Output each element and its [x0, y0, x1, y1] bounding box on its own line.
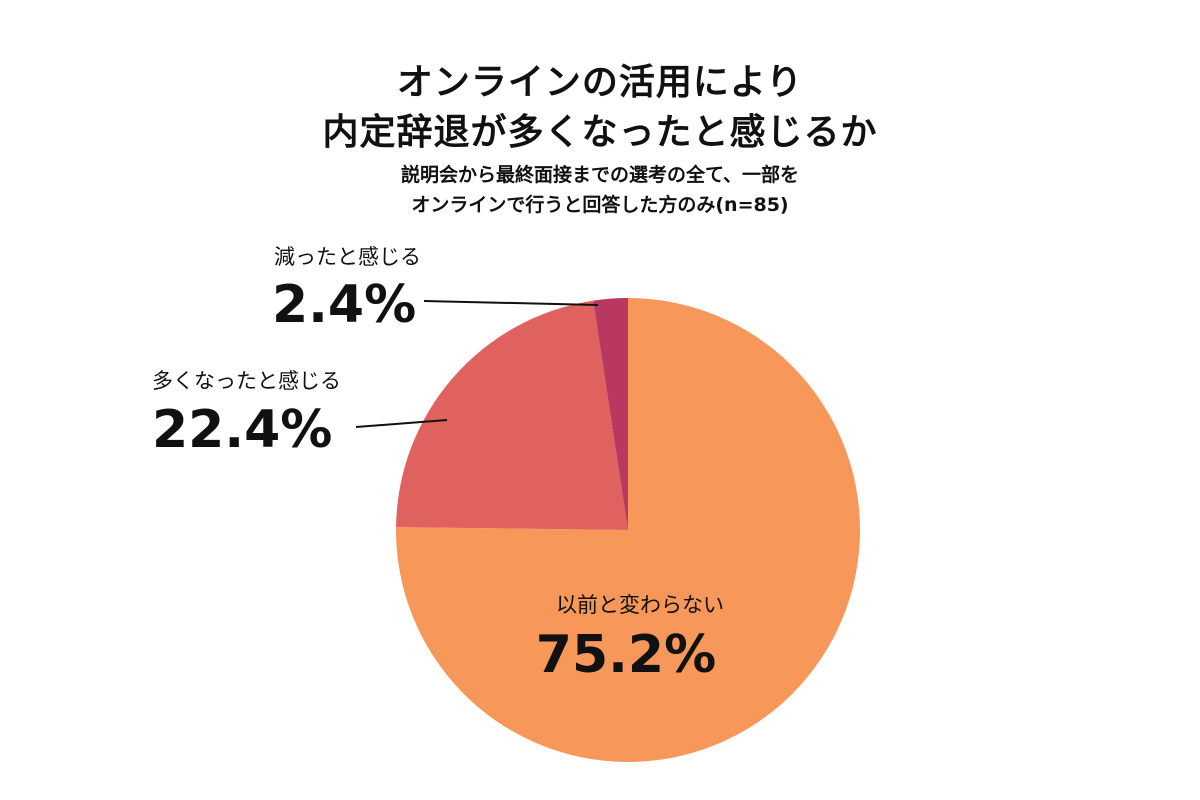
chart-subtitle-block: 説明会から最終面接までの選考の全て、一部を オンラインで行うと回答した方のみ(n… [0, 160, 1200, 220]
slice-decreased-value: 2.4% [272, 275, 416, 335]
chart-title-line-2: 内定辞退が多くなったと感じるか [322, 112, 878, 153]
slice-decreased-label: 減ったと感じる [274, 245, 421, 269]
slice-labels: 以前と変わらない 75.2% 多くなったと感じる 22.4% 減ったと感じる 2.4% [152, 245, 724, 685]
chart-subtitle-line-2: オンラインで行うと回答した方のみ(n=85) [411, 194, 789, 216]
slice-unchanged-value: 75.2% [536, 625, 716, 685]
slice-increased-label: 多くなったと感じる [152, 369, 341, 393]
slice-decreased [593, 298, 628, 530]
slice-unchanged [396, 297, 861, 763]
chart-title-block: オンラインの活用により 内定辞退が多くなったと感じるか 説明会から最終面接までの… [0, 58, 1200, 220]
chart-title-line-1: オンラインの活用により [396, 62, 804, 103]
leader-lines [355, 300, 599, 428]
slice-increased [396, 300, 628, 530]
slice-unchanged-label: 以前と変わらない [556, 593, 724, 617]
chart-subtitle-line-1: 説明会から最終面接までの選考の全て、一部を [400, 164, 800, 186]
slice-decreased-leader-line [423, 300, 599, 306]
slice-increased-value: 22.4% [152, 400, 332, 460]
pie-slices [396, 297, 861, 763]
slice-increased-leader-line [355, 419, 448, 428]
